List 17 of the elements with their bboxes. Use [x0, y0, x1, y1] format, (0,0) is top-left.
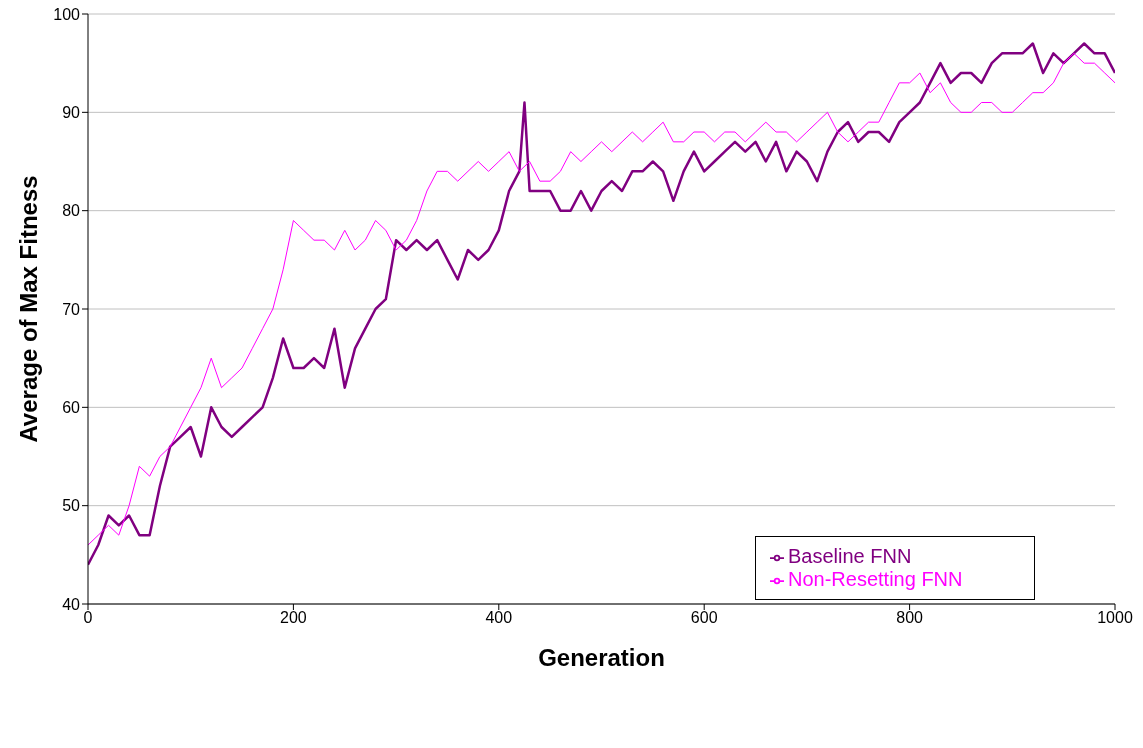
legend-label: Non-Resetting FNN [788, 568, 963, 590]
x-tick-label: 400 [485, 609, 513, 627]
x-axis-title: Generation [538, 644, 665, 671]
y-tick-label: 60 [62, 399, 81, 417]
y-tick-label: 40 [62, 595, 81, 613]
x-tick-label: 800 [896, 609, 924, 627]
y-axis-title: Average of Max Fitness [14, 175, 42, 443]
x-tick-label: 200 [280, 609, 307, 627]
y-tick-label: 50 [62, 497, 81, 515]
x-tick-label: 0 [83, 609, 93, 627]
legend-label: Baseline FNN [788, 545, 912, 567]
x-tick-label: 600 [690, 609, 718, 627]
x-tick-label: 1000 [1097, 609, 1133, 627]
y-tick-label: 90 [62, 104, 81, 122]
y-tick-label: 80 [62, 202, 81, 220]
y-tick-label: 100 [53, 5, 81, 23]
y-tick-label: 70 [62, 300, 81, 318]
